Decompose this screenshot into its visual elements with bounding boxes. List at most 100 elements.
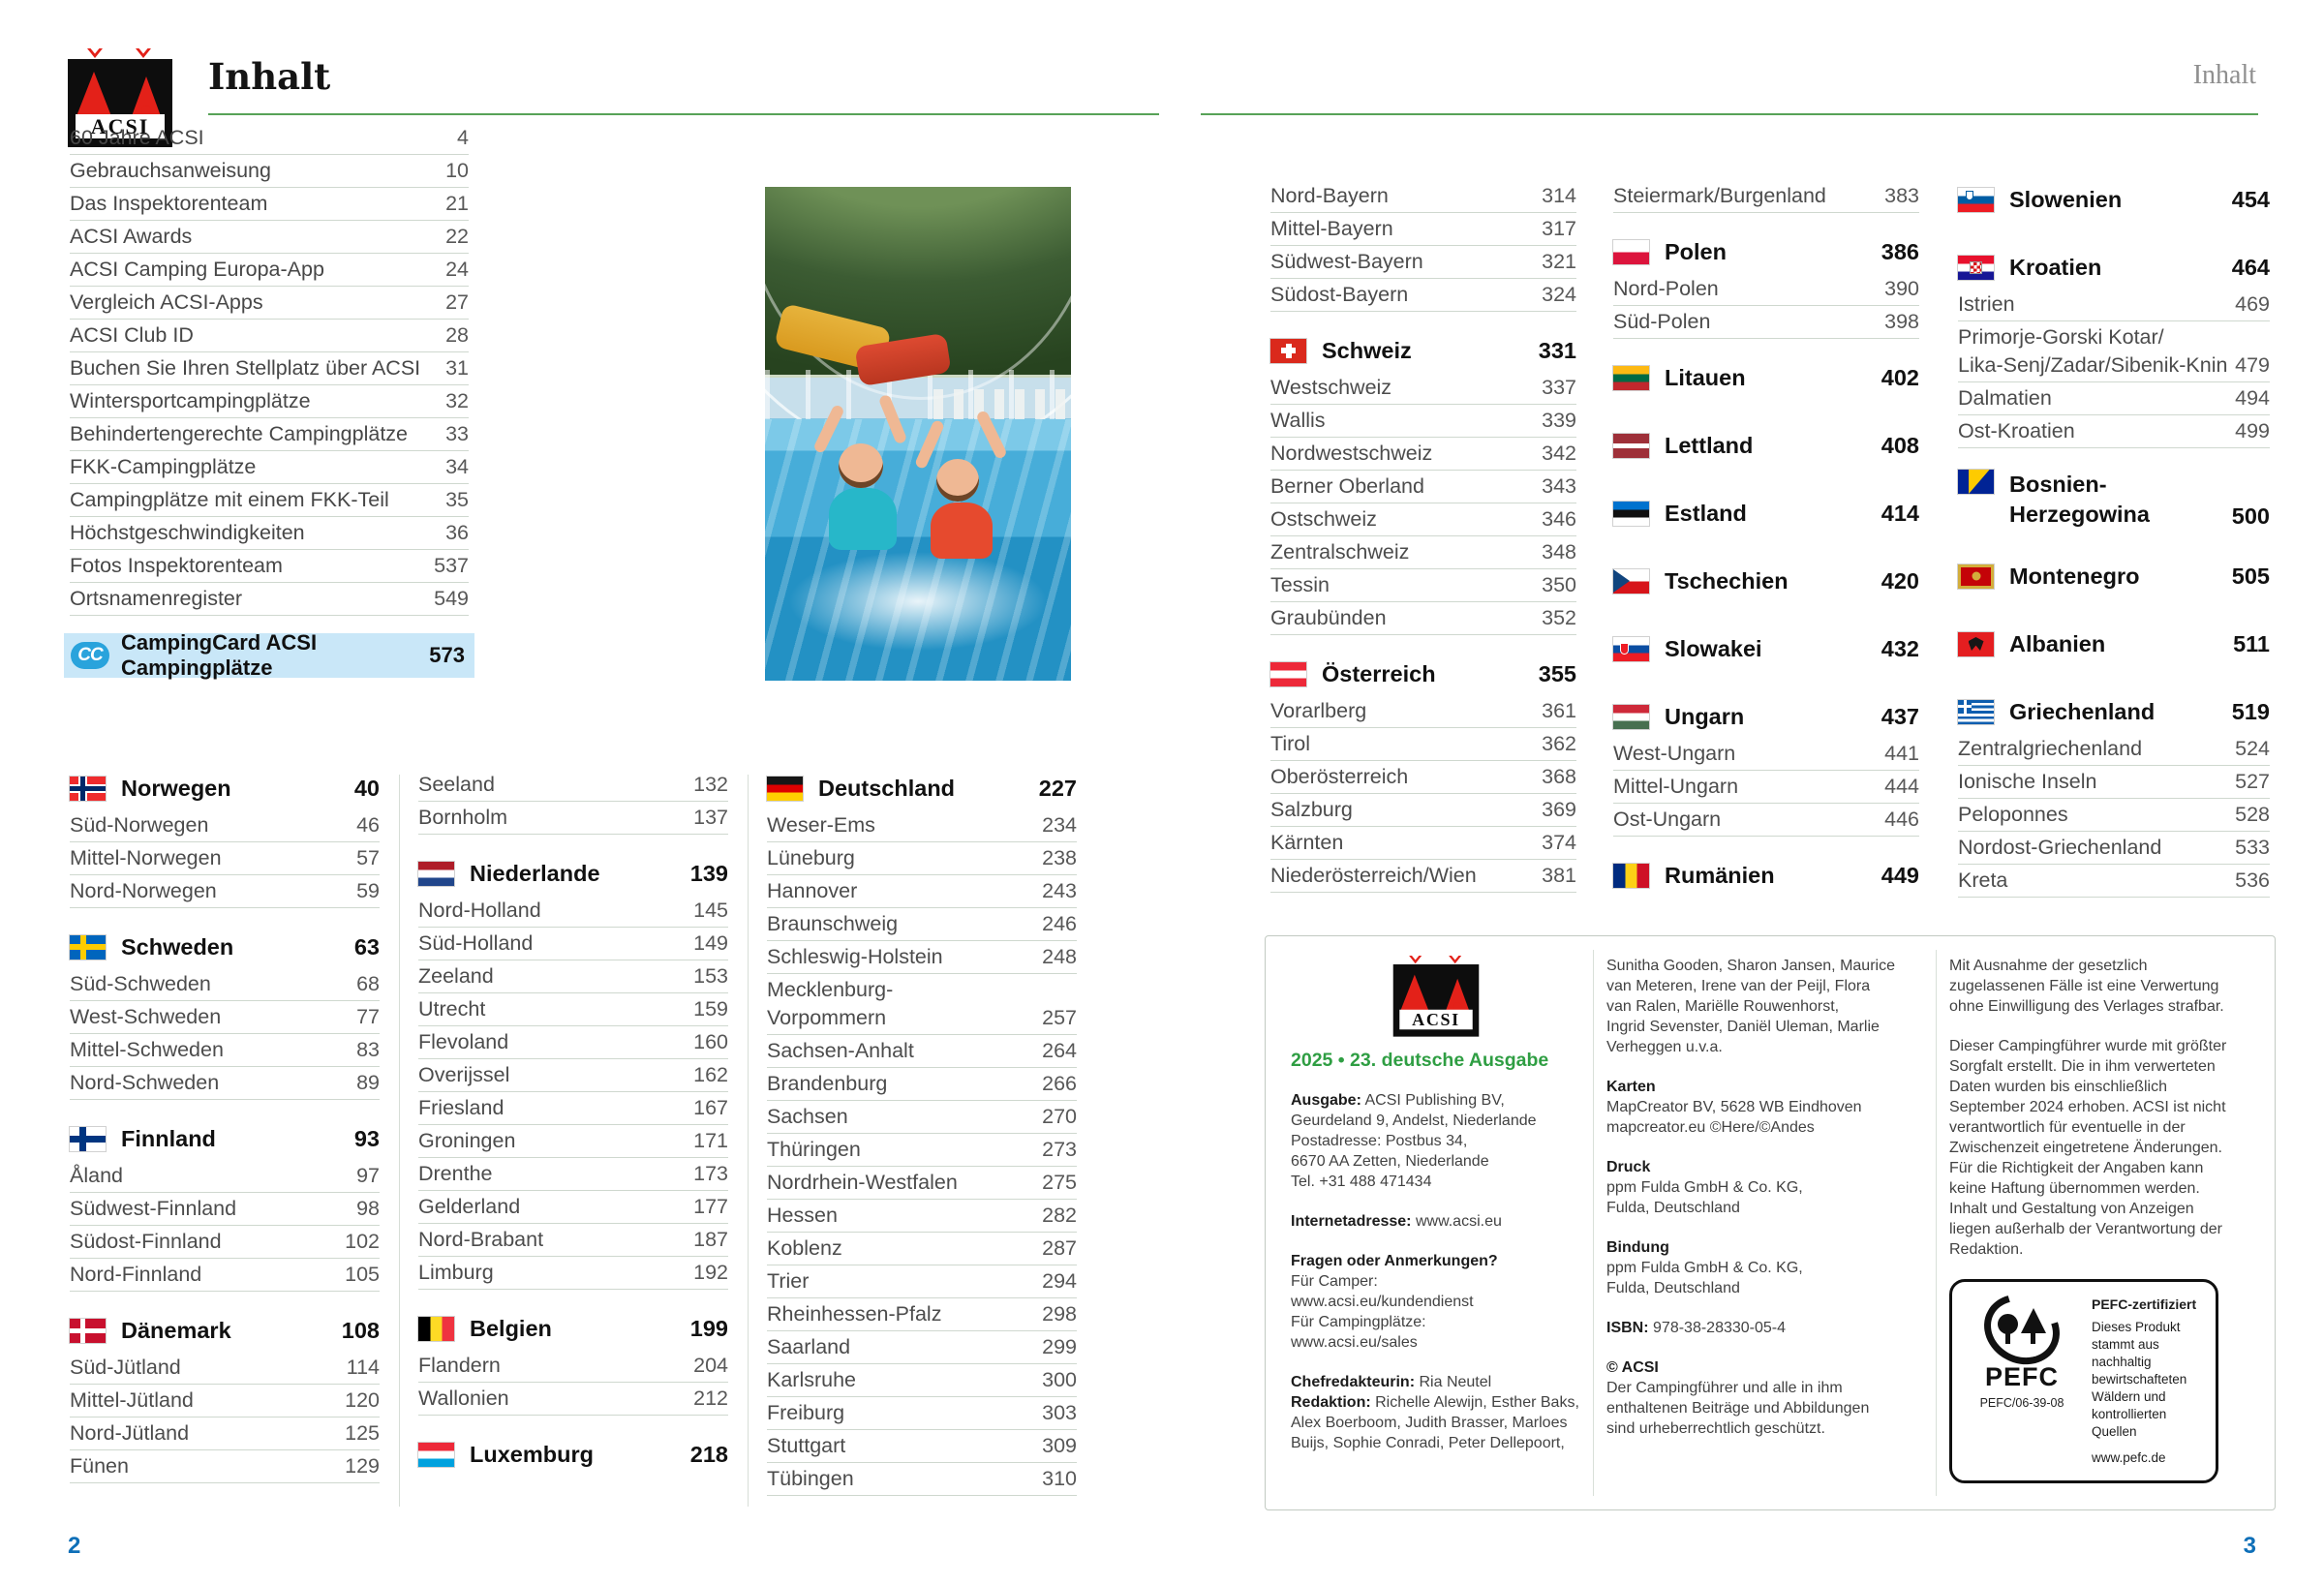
region-page: 204 bbox=[693, 1354, 728, 1377]
region-label: Oberösterreich bbox=[1270, 765, 1409, 788]
region-page: 469 bbox=[2235, 292, 2270, 316]
region-row: Salzburg 369 bbox=[1270, 794, 1576, 827]
country-name: Luxemburg bbox=[470, 1441, 594, 1467]
country-section: Litauen 402 bbox=[1613, 356, 1919, 399]
region-row: Braunschweig 246 bbox=[767, 908, 1077, 941]
toc-page: 4 bbox=[457, 126, 469, 149]
country-name: Bosnien- Herzegowina bbox=[2009, 472, 2150, 527]
column-divider bbox=[748, 775, 749, 1507]
region-label: Stuttgart bbox=[767, 1434, 846, 1457]
country-page: 63 bbox=[353, 933, 380, 960]
imprint-text: ACSI Publishing BV, Geurdeland 9, Andels… bbox=[1291, 1092, 1537, 1190]
region-row: Südost-Bayern 324 bbox=[1270, 279, 1576, 312]
imprint-label: Druck bbox=[1606, 1159, 1651, 1175]
country-section: Kroatien 464 Istrien 469 Primorje-Gorski Kot… bbox=[1958, 246, 2270, 448]
country-name: Polen bbox=[1665, 238, 1727, 264]
country-header: Belgien 199 bbox=[418, 1307, 728, 1350]
imprint-column-2: Sunitha Gooden, Sharon Jansen, Maurice v… bbox=[1606, 956, 1912, 1494]
region-label: Friesland bbox=[418, 1096, 505, 1119]
region-page: 314 bbox=[1542, 184, 1576, 207]
country-section: Schweiz 331 Westschweiz 337 Wallis 339 Nordwes… bbox=[1270, 329, 1576, 635]
region-row: Bornholm 137 bbox=[418, 802, 728, 835]
region-label: Groningen bbox=[418, 1129, 516, 1152]
country-header: Albanien 511 bbox=[1958, 623, 2270, 665]
country-section: Montenegro 505 bbox=[1958, 555, 2270, 597]
region-label: Wallis bbox=[1270, 409, 1326, 432]
region-label: Mittel-Jütland bbox=[70, 1388, 194, 1412]
toc-page: 537 bbox=[434, 554, 469, 577]
country-column: Norwegen 40 Süd-Norwegen 46 Mittel-Norwegen 5… bbox=[70, 767, 380, 1501]
country-section: Albanien 511 bbox=[1958, 623, 2270, 665]
toc-page: 10 bbox=[445, 159, 469, 182]
region-row: Dalmatien 494 bbox=[1958, 382, 2270, 415]
country-name: Dänemark bbox=[121, 1317, 231, 1343]
region-row: Nord-Norwegen 59 bbox=[70, 875, 380, 908]
intro-list: 60 Jahre ACSI 4 Gebrauchsanweisung 10 Das In… bbox=[70, 122, 469, 616]
region-label: Kreta bbox=[1958, 869, 2008, 892]
region-row: Wallis 339 bbox=[1270, 405, 1576, 438]
region-page: 494 bbox=[2235, 386, 2270, 410]
region-page: 137 bbox=[693, 806, 728, 829]
region-page: 264 bbox=[1042, 1039, 1077, 1062]
region-page: 248 bbox=[1042, 945, 1077, 968]
toc-page: 36 bbox=[445, 521, 469, 544]
toc-label: Das Inspektorenteam bbox=[70, 192, 268, 215]
country-page: 500 bbox=[2231, 503, 2270, 529]
imprint-text: ppm Fulda GmbH & Co. KG, Fulda, Deutschl… bbox=[1606, 1179, 1803, 1216]
region-page: 350 bbox=[1542, 573, 1576, 596]
flag-ee-icon bbox=[1613, 501, 1649, 526]
corner-title: Inhalt bbox=[2192, 60, 2256, 90]
region-page: 324 bbox=[1542, 283, 1576, 306]
country-name: Niederlande bbox=[470, 860, 600, 886]
region-label: Nord-Jütland bbox=[70, 1421, 190, 1445]
country-name: Kroatien bbox=[2009, 254, 2102, 280]
toc-label: Höchstgeschwindigkeiten bbox=[70, 521, 305, 544]
country-name: Schweiz bbox=[1322, 337, 1412, 363]
pine-tree-icon bbox=[2021, 1308, 2046, 1333]
country-page: 218 bbox=[689, 1441, 728, 1467]
region-page: 145 bbox=[693, 899, 728, 922]
country-page: 519 bbox=[2231, 698, 2270, 724]
region-page: 243 bbox=[1042, 879, 1077, 902]
region-label: Nord-Polen bbox=[1613, 277, 1719, 300]
imprint-label: © ACSI bbox=[1606, 1359, 1659, 1376]
region-label: Salzburg bbox=[1270, 798, 1353, 821]
region-row: Limburg 192 bbox=[418, 1257, 728, 1290]
imprint-block: Redaktion: Richelle Alewijn, Esther Baks… bbox=[1291, 1392, 1581, 1453]
flag-hr-icon bbox=[1958, 255, 1994, 280]
region-row: Nordwestschweiz 342 bbox=[1270, 438, 1576, 471]
country-section: Polen 386 Nord-Polen 390 Süd-Polen 398 bbox=[1613, 230, 1919, 339]
logo-wordmark: ACSI bbox=[1399, 1009, 1473, 1030]
flag-ro-icon bbox=[1613, 863, 1649, 888]
region-row: Trier 294 bbox=[767, 1265, 1077, 1298]
pool-photo bbox=[765, 187, 1071, 681]
region-label: Nord-Norwegen bbox=[70, 879, 217, 902]
region-label: Zentralschweiz bbox=[1270, 540, 1410, 564]
country-section: Griechenland 519 Zentralgriechenland 524 Ion… bbox=[1958, 690, 2270, 898]
region-page: 317 bbox=[1542, 217, 1576, 240]
region-page: 46 bbox=[356, 813, 380, 837]
region-row: Mittel-Ungarn 444 bbox=[1613, 771, 1919, 804]
country-name: Ungarn bbox=[1665, 703, 1745, 729]
region-row: Süd-Jütland 114 bbox=[70, 1352, 380, 1385]
region-page: 132 bbox=[693, 773, 728, 796]
imprint-text: Dieser Campingführer wurde mit größter S… bbox=[1949, 1038, 2227, 1258]
toc-label: Gebrauchsanweisung bbox=[70, 159, 271, 182]
region-label: Nord-Brabant bbox=[418, 1228, 544, 1251]
region-row: Berner Oberland 343 bbox=[1270, 471, 1576, 503]
toc-label: 60 Jahre ACSI bbox=[70, 126, 204, 149]
region-page: 89 bbox=[356, 1071, 380, 1094]
region-label: Ionische Inseln bbox=[1958, 770, 2097, 793]
page-number-left: 2 bbox=[68, 1533, 81, 1559]
region-page: 125 bbox=[345, 1421, 380, 1445]
country-header: Kroatien 464 bbox=[1958, 246, 2270, 289]
swimmer-1-suit bbox=[829, 488, 898, 551]
country-header: Dänemark 108 bbox=[70, 1309, 380, 1352]
region-row: Süd-Holland 149 bbox=[418, 928, 728, 960]
country-page: 108 bbox=[341, 1317, 380, 1343]
region-label: Mecklenburg- Vorpommern bbox=[767, 978, 894, 1029]
campingcard-row: CC CampingCard ACSI Campingplätze 573 bbox=[64, 630, 474, 680]
imprint-block: Mit Ausnahme der gesetzlich zugelassenen… bbox=[1949, 956, 2251, 1017]
edition-line: 2025 • 23. deutsche Ausgabe bbox=[1291, 1050, 1549, 1071]
toc-label: ACSI Club ID bbox=[70, 323, 194, 347]
